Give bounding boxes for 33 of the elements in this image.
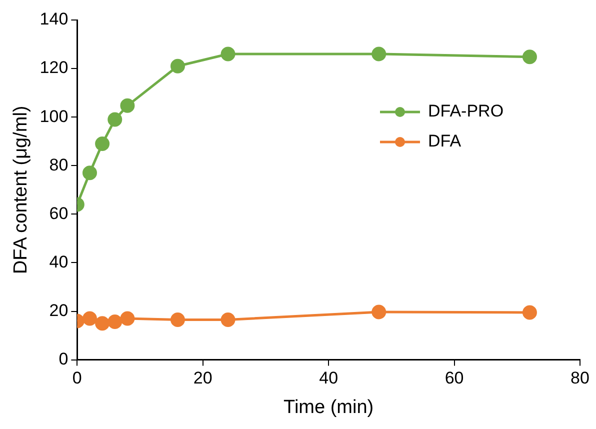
y-tick-label: 120 [40,58,68,78]
point [108,314,122,329]
point [372,304,386,320]
point [372,46,386,62]
point [95,136,110,152]
y-tick-label: 80 [49,155,68,174]
legend-label: DFA-PRO [428,102,504,121]
point [82,311,97,326]
x-tick-label: 60 [444,368,464,388]
point [108,112,122,127]
point [220,46,236,62]
legend-label: DFA [428,132,462,151]
x-tick-label: 40 [319,368,338,388]
point [170,58,185,74]
y-tick-label: 40 [49,252,68,272]
y-tick-label: 0 [58,349,68,368]
x-tick-label: 0 [72,368,82,388]
point [522,50,537,64]
x-tick-label: 80 [570,368,590,388]
point [522,305,537,320]
y-tick-label: 60 [49,204,68,223]
point [120,311,135,326]
y-tick-label: 100 [40,106,68,126]
y-tick-label: 140 [40,10,68,29]
y-axis-title: DFA content (μg/ml) [10,106,32,274]
point [170,312,185,327]
x-axis-title: Time (min) [284,396,374,418]
x-tick-label: 20 [193,368,212,388]
y-tick-label: 20 [49,300,68,320]
point [82,166,97,180]
point [220,312,236,327]
point [120,98,135,113]
point [95,316,110,331]
